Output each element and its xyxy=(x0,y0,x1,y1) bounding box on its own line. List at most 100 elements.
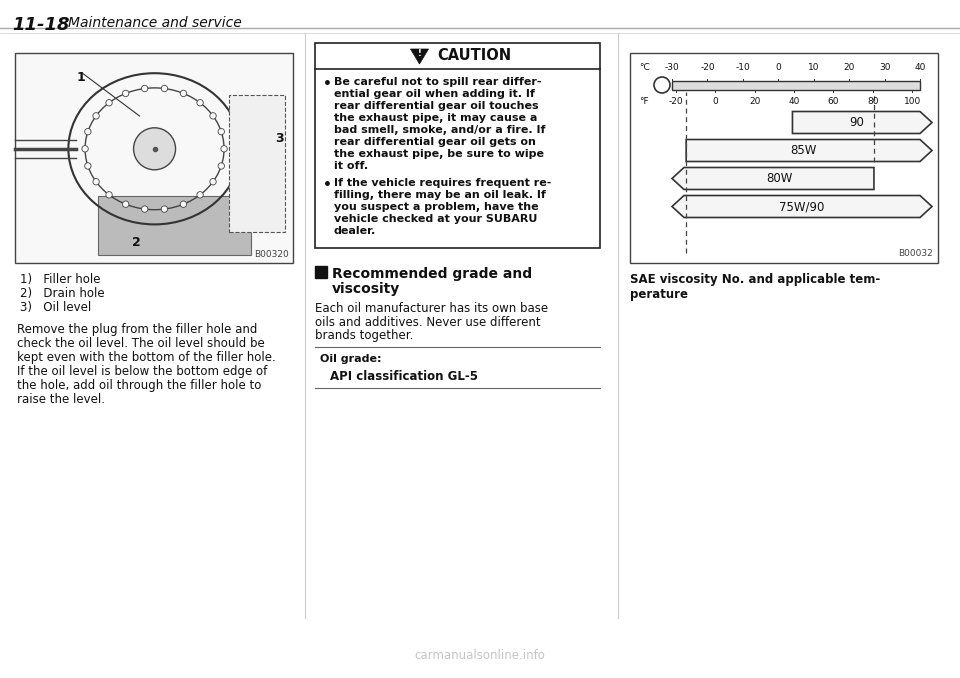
Text: dealer.: dealer. xyxy=(334,226,376,236)
FancyBboxPatch shape xyxy=(229,95,285,231)
Text: B00320: B00320 xyxy=(254,250,289,259)
Text: Oil grade:: Oil grade: xyxy=(320,355,381,365)
Text: 90: 90 xyxy=(849,116,864,129)
Text: Recommended grade and: Recommended grade and xyxy=(332,267,532,281)
Text: Each oil manufacturer has its own base: Each oil manufacturer has its own base xyxy=(315,302,548,315)
Circle shape xyxy=(218,163,225,169)
Text: viscosity: viscosity xyxy=(332,282,400,296)
Text: CAUTION: CAUTION xyxy=(438,49,512,64)
Text: 3)   Oil level: 3) Oil level xyxy=(20,301,91,314)
Circle shape xyxy=(197,100,204,106)
Circle shape xyxy=(84,163,91,169)
Text: 100: 100 xyxy=(903,98,921,106)
Text: B00032: B00032 xyxy=(899,249,933,258)
Circle shape xyxy=(197,192,204,198)
Text: 40: 40 xyxy=(788,98,800,106)
Text: bad smell, smoke, and/or a fire. If: bad smell, smoke, and/or a fire. If xyxy=(334,125,545,135)
Polygon shape xyxy=(686,140,932,161)
Text: 20: 20 xyxy=(844,64,854,73)
Text: raise the level.: raise the level. xyxy=(17,393,105,406)
Text: !: ! xyxy=(418,49,421,58)
Circle shape xyxy=(93,113,99,119)
Circle shape xyxy=(123,201,129,207)
Text: 60: 60 xyxy=(828,98,839,106)
Circle shape xyxy=(180,90,186,96)
Text: carmanualsonline.info: carmanualsonline.info xyxy=(415,649,545,662)
Text: 10: 10 xyxy=(808,64,820,73)
Text: the exhaust pipe, be sure to wipe: the exhaust pipe, be sure to wipe xyxy=(334,149,544,159)
Text: 1)   Filler hole: 1) Filler hole xyxy=(20,273,101,286)
Text: •: • xyxy=(323,178,332,192)
Text: 0: 0 xyxy=(712,98,718,106)
Polygon shape xyxy=(672,167,874,189)
Circle shape xyxy=(210,113,216,119)
Text: Remove the plug from the filler hole and: Remove the plug from the filler hole and xyxy=(17,323,257,336)
FancyBboxPatch shape xyxy=(672,81,920,89)
Text: 0: 0 xyxy=(776,64,781,73)
Circle shape xyxy=(141,85,148,92)
Circle shape xyxy=(133,127,176,170)
Text: SAE viscosity No. and applicable tem-: SAE viscosity No. and applicable tem- xyxy=(630,273,880,286)
Text: •: • xyxy=(323,77,332,91)
Text: °F: °F xyxy=(639,98,649,106)
Text: 20: 20 xyxy=(749,98,760,106)
Text: -30: -30 xyxy=(664,64,680,73)
Text: 75W/90: 75W/90 xyxy=(780,200,825,213)
Text: perature: perature xyxy=(630,288,688,301)
Circle shape xyxy=(82,146,88,152)
Text: If the vehicle requires frequent re-: If the vehicle requires frequent re- xyxy=(334,178,551,188)
Bar xyxy=(315,266,327,278)
Text: the hole, add oil through the filler hole to: the hole, add oil through the filler hol… xyxy=(17,379,261,392)
Circle shape xyxy=(654,77,670,93)
Circle shape xyxy=(161,206,168,212)
Text: -10: -10 xyxy=(735,64,750,73)
Text: check the oil level. The oil level should be: check the oil level. The oil level shoul… xyxy=(17,337,265,350)
Circle shape xyxy=(93,178,99,185)
Polygon shape xyxy=(792,111,932,134)
Text: 11-18: 11-18 xyxy=(12,16,69,34)
Text: If the oil level is below the bottom edge of: If the oil level is below the bottom edg… xyxy=(17,365,267,378)
Text: 30: 30 xyxy=(878,64,890,73)
Circle shape xyxy=(84,128,91,135)
Text: Maintenance and service: Maintenance and service xyxy=(68,16,242,30)
Circle shape xyxy=(218,128,225,135)
Text: °C: °C xyxy=(638,64,649,73)
Text: API classification GL-5: API classification GL-5 xyxy=(330,370,478,382)
Text: ential gear oil when adding it. If: ential gear oil when adding it. If xyxy=(334,89,535,99)
Text: 2)   Drain hole: 2) Drain hole xyxy=(20,287,105,300)
Text: oils and additives. Never use different: oils and additives. Never use different xyxy=(315,315,540,329)
Text: the exhaust pipe, it may cause a: the exhaust pipe, it may cause a xyxy=(334,113,538,123)
Circle shape xyxy=(106,192,112,198)
Text: Be careful not to spill rear differ-: Be careful not to spill rear differ- xyxy=(334,77,541,87)
Text: filling, there may be an oil leak. If: filling, there may be an oil leak. If xyxy=(334,190,546,200)
Text: brands together.: brands together. xyxy=(315,329,414,342)
Circle shape xyxy=(210,178,216,185)
Text: 80: 80 xyxy=(867,98,878,106)
Text: -20: -20 xyxy=(668,98,684,106)
Text: you suspect a problem, have the: you suspect a problem, have the xyxy=(334,202,539,212)
Circle shape xyxy=(141,206,148,212)
Text: 85W: 85W xyxy=(790,144,816,157)
FancyBboxPatch shape xyxy=(15,53,293,263)
Circle shape xyxy=(180,201,186,207)
Polygon shape xyxy=(672,195,932,218)
Text: it off.: it off. xyxy=(334,161,368,171)
Text: rear differential gear oil gets on: rear differential gear oil gets on xyxy=(334,137,536,147)
Text: 2: 2 xyxy=(132,236,140,249)
Text: vehicle checked at your SUBARU: vehicle checked at your SUBARU xyxy=(334,214,538,224)
Text: 1: 1 xyxy=(76,71,84,84)
Text: 3: 3 xyxy=(275,132,283,145)
FancyBboxPatch shape xyxy=(315,43,600,248)
Text: -20: -20 xyxy=(700,64,715,73)
Text: 80W: 80W xyxy=(766,172,792,185)
Circle shape xyxy=(161,85,168,92)
Polygon shape xyxy=(411,49,428,64)
Circle shape xyxy=(221,146,228,152)
Circle shape xyxy=(106,100,112,106)
FancyBboxPatch shape xyxy=(98,196,252,255)
Text: kept even with the bottom of the filler hole.: kept even with the bottom of the filler … xyxy=(17,351,276,364)
Circle shape xyxy=(123,90,129,96)
Text: rear differential gear oil touches: rear differential gear oil touches xyxy=(334,101,539,111)
FancyBboxPatch shape xyxy=(630,53,938,263)
Text: 40: 40 xyxy=(914,64,925,73)
